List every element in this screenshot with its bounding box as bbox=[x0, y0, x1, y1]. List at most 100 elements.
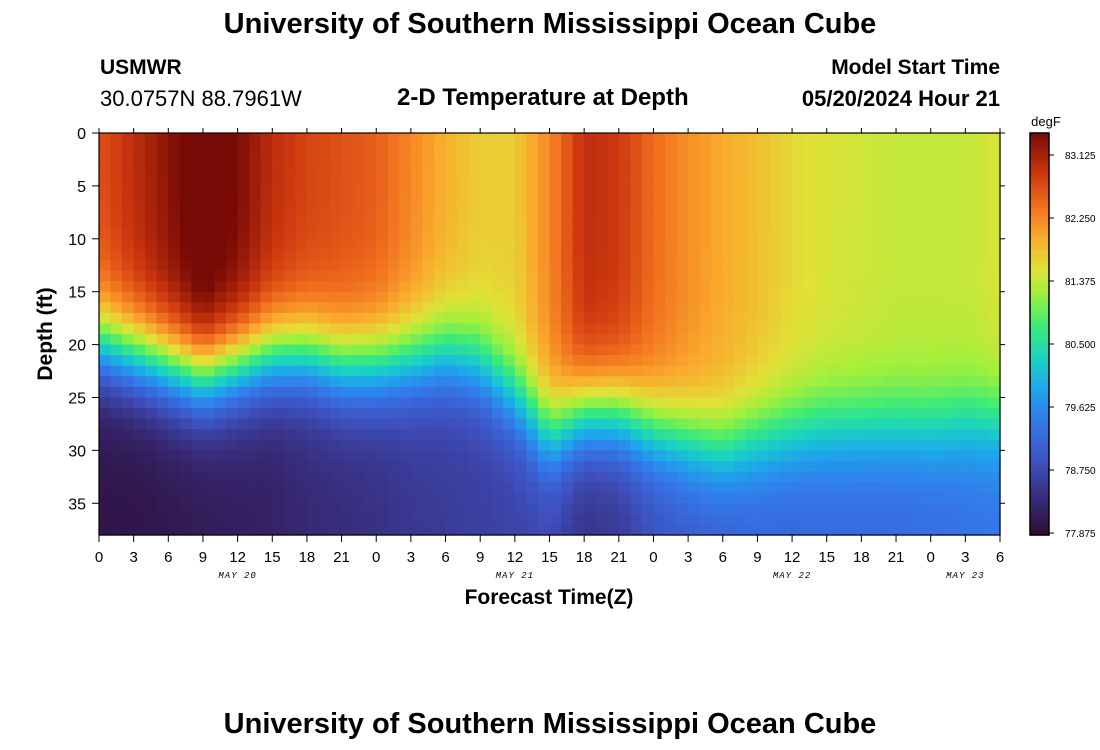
heatmap-cell bbox=[919, 217, 932, 229]
heatmap-cell bbox=[699, 228, 712, 240]
heatmap-cell bbox=[699, 312, 712, 325]
heatmap-cell bbox=[145, 386, 158, 399]
heatmap-cell bbox=[364, 302, 377, 314]
heatmap-cell bbox=[688, 482, 701, 494]
heatmap-cell bbox=[133, 513, 146, 526]
heatmap-cell bbox=[618, 386, 631, 399]
heatmap-cell bbox=[249, 259, 262, 272]
heatmap-cell bbox=[399, 196, 412, 208]
heatmap-cell bbox=[595, 249, 608, 261]
heatmap-cell bbox=[422, 386, 435, 399]
heatmap-cell bbox=[896, 185, 909, 198]
heatmap-cell bbox=[503, 450, 516, 462]
heatmap-cell bbox=[399, 291, 412, 303]
heatmap-cell bbox=[364, 429, 377, 441]
heatmap-cell bbox=[480, 386, 493, 399]
heatmap-cell bbox=[988, 460, 1001, 473]
heatmap-cell bbox=[734, 133, 747, 145]
heatmap-cell bbox=[780, 196, 793, 208]
heatmap-cell bbox=[872, 312, 886, 325]
heatmap-cell bbox=[387, 164, 400, 176]
heatmap-cell bbox=[214, 460, 227, 473]
heatmap-cell bbox=[838, 175, 851, 187]
heatmap-cell bbox=[561, 302, 574, 314]
heatmap-cell bbox=[364, 450, 377, 462]
heatmap-cell bbox=[214, 482, 227, 494]
heatmap-cell bbox=[330, 270, 343, 282]
heatmap-cell bbox=[306, 175, 320, 187]
heatmap-cell bbox=[665, 228, 678, 240]
heatmap-cell bbox=[122, 503, 135, 515]
heatmap-cell bbox=[919, 133, 932, 145]
heatmap-cell bbox=[630, 344, 643, 356]
heatmap-cell bbox=[942, 228, 955, 240]
heatmap-cell bbox=[884, 450, 897, 462]
colorbar-segment bbox=[1030, 384, 1049, 389]
heatmap-cell bbox=[942, 196, 955, 208]
heatmap-cell bbox=[699, 450, 712, 462]
heatmap-cell bbox=[549, 482, 562, 494]
heatmap-cell bbox=[99, 217, 112, 229]
heatmap-cell bbox=[214, 450, 227, 462]
heatmap-cell bbox=[595, 513, 608, 526]
heatmap-cell bbox=[953, 143, 966, 155]
heatmap-cell bbox=[665, 460, 678, 473]
heatmap-cell bbox=[410, 312, 424, 325]
heatmap-cell bbox=[838, 450, 851, 462]
heatmap-cell bbox=[734, 143, 747, 155]
heatmap-cell bbox=[445, 492, 458, 504]
heatmap-cell bbox=[688, 513, 701, 526]
heatmap-cell bbox=[226, 259, 239, 272]
heatmap-cell bbox=[768, 259, 782, 272]
heatmap-cell bbox=[491, 291, 504, 303]
heatmap-cell bbox=[849, 344, 862, 356]
heatmap-cell bbox=[942, 185, 955, 198]
heatmap-cell bbox=[572, 175, 585, 187]
heatmap-cell bbox=[491, 154, 504, 166]
heatmap-cell bbox=[930, 323, 943, 335]
heatmap-cell bbox=[99, 175, 112, 187]
heatmap-cell bbox=[722, 344, 735, 356]
heatmap-cell bbox=[861, 524, 874, 536]
heatmap-cell bbox=[734, 154, 747, 166]
heatmap-cell bbox=[202, 196, 216, 208]
heatmap-cell bbox=[919, 439, 932, 451]
heatmap-cell bbox=[537, 291, 551, 303]
heatmap-cell bbox=[99, 482, 112, 494]
heatmap-cell bbox=[387, 386, 400, 399]
heatmap-cell bbox=[179, 323, 193, 335]
heatmap-cell bbox=[630, 323, 643, 335]
heatmap-cell bbox=[387, 207, 400, 219]
heatmap-cell bbox=[838, 376, 851, 388]
heatmap-cell bbox=[376, 365, 389, 377]
colorbar-segment bbox=[1030, 511, 1049, 516]
heatmap-cell bbox=[849, 355, 862, 367]
heatmap-cell bbox=[757, 217, 770, 229]
heatmap-cell bbox=[99, 133, 112, 145]
heatmap-cell bbox=[110, 503, 123, 515]
heatmap-cell bbox=[595, 312, 608, 325]
heatmap-cell bbox=[179, 249, 193, 261]
heatmap-cell bbox=[445, 196, 458, 208]
heatmap-cell bbox=[549, 344, 562, 356]
heatmap-cell bbox=[387, 143, 400, 155]
heatmap-cell bbox=[803, 228, 816, 240]
heatmap-cell bbox=[976, 207, 990, 219]
heatmap-cell bbox=[226, 143, 239, 155]
heatmap-cell bbox=[445, 450, 458, 462]
heatmap-cell bbox=[468, 344, 481, 356]
x-tick-label: 21 bbox=[610, 549, 627, 566]
heatmap-cell bbox=[422, 482, 435, 494]
heatmap-cell bbox=[353, 291, 366, 303]
heatmap-cell bbox=[815, 249, 828, 261]
heatmap-cell bbox=[607, 334, 620, 346]
colorbar: 83.12582.25081.37580.50079.62578.75077.8… bbox=[1029, 132, 1096, 540]
heatmap-cell bbox=[514, 334, 527, 346]
heatmap-cell bbox=[919, 513, 932, 526]
heatmap-cell bbox=[803, 355, 816, 367]
heatmap-cell bbox=[237, 196, 250, 208]
heatmap-cell bbox=[364, 323, 377, 335]
heatmap-cell bbox=[318, 334, 331, 346]
heatmap-cell bbox=[711, 238, 724, 250]
heatmap-cell bbox=[503, 471, 516, 483]
